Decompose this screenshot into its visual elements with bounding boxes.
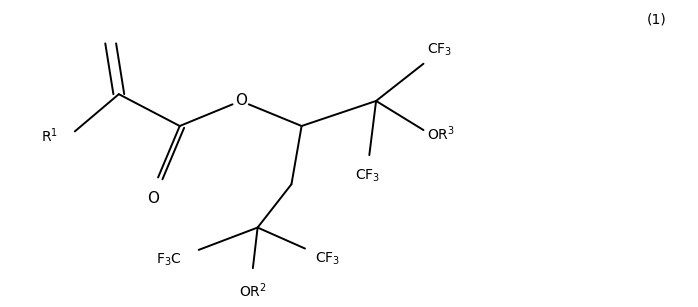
Text: CF$_3$: CF$_3$ <box>315 251 341 267</box>
Text: O: O <box>235 93 246 108</box>
Text: OR$^2$: OR$^2$ <box>239 282 267 300</box>
Text: (1): (1) <box>647 13 667 27</box>
Text: R$^1$: R$^1$ <box>41 127 58 146</box>
Text: CF$_3$: CF$_3$ <box>427 42 452 58</box>
Text: F$_3$C: F$_3$C <box>156 252 181 268</box>
Text: O: O <box>147 191 158 206</box>
Text: CF$_3$: CF$_3$ <box>355 167 380 184</box>
Text: OR$^3$: OR$^3$ <box>427 124 455 143</box>
